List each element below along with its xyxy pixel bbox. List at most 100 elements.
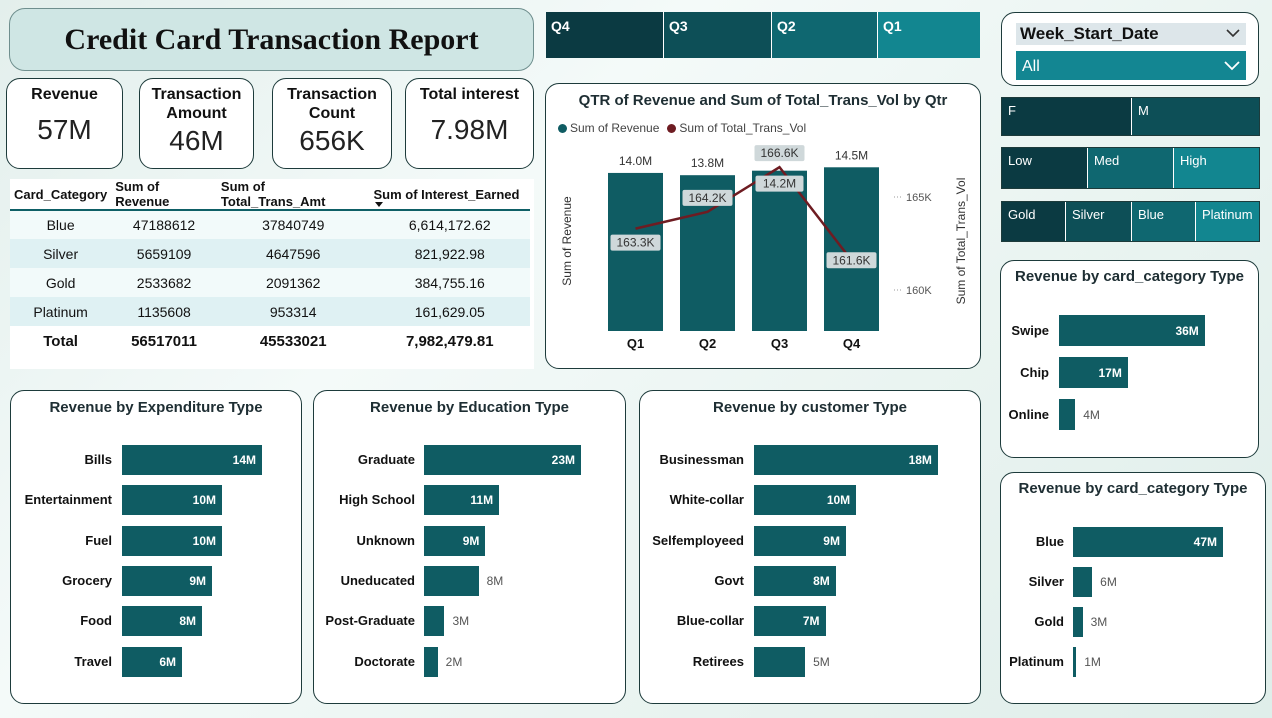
data-label: 17M bbox=[1098, 365, 1122, 380]
bar[interactable] bbox=[1059, 357, 1128, 388]
data-label: 47M bbox=[1193, 535, 1217, 549]
table-cell: 2091362 bbox=[216, 268, 370, 297]
revenue-data-label: 14.2M bbox=[763, 177, 796, 191]
quarter-option[interactable]: Q1 bbox=[878, 12, 980, 58]
data-label-box bbox=[826, 252, 877, 269]
data-label: 6M bbox=[1100, 575, 1117, 589]
bar[interactable] bbox=[754, 525, 846, 556]
income-option[interactable]: Low bbox=[1002, 148, 1088, 188]
data-label: 10M bbox=[192, 493, 216, 508]
data-label: 9M bbox=[462, 533, 480, 548]
bar[interactable] bbox=[122, 525, 222, 556]
gender-option[interactable]: F bbox=[1002, 98, 1132, 135]
bar[interactable] bbox=[122, 445, 262, 475]
trans-vol-data-label: 163.3K bbox=[616, 236, 654, 250]
legend-dot bbox=[558, 123, 567, 133]
table-cell: 4647596 bbox=[216, 239, 370, 268]
card-category-slicer: Gold Silver Blue Platinum bbox=[1001, 201, 1260, 242]
kpi-revenue[interactable]: Revenue 57M bbox=[6, 78, 123, 169]
table-cell: Platinum bbox=[10, 297, 112, 326]
hbar-plot: Swipe 36M Chip 17M Online 4M bbox=[1001, 261, 1258, 457]
column-header[interactable]: Card_Category bbox=[10, 179, 112, 211]
category-label: Blue bbox=[1035, 534, 1064, 549]
category-label: Fuel bbox=[85, 532, 112, 548]
legend-entry[interactable]: Sum of Revenue bbox=[570, 121, 660, 135]
chevron-down-icon[interactable] bbox=[1224, 60, 1240, 71]
data-label: 5M bbox=[813, 654, 830, 669]
revenue-bar[interactable] bbox=[824, 167, 879, 331]
gender-option[interactable]: M bbox=[1132, 98, 1259, 135]
column-header[interactable]: Sum of Total_Trans_Amt bbox=[216, 179, 370, 211]
date-slicer-header[interactable]: Week_Start_Date bbox=[1016, 23, 1246, 45]
gender-slicer: F M bbox=[1001, 97, 1260, 136]
table-row[interactable]: Blue 47188612 37840749 6,614,172.62 bbox=[10, 210, 530, 239]
income-option[interactable]: Med bbox=[1088, 148, 1174, 188]
bar[interactable] bbox=[122, 485, 222, 516]
bar[interactable] bbox=[122, 646, 182, 677]
category-option[interactable]: Platinum bbox=[1196, 202, 1259, 241]
quarter-combo-chart: QTR of Revenue and Sum of Total_Trans_Vo… bbox=[545, 83, 981, 369]
trans-vol-line bbox=[635, 165, 853, 262]
category-option[interactable]: Blue bbox=[1132, 202, 1196, 241]
table-row[interactable]: Gold 2533682 2091362 384,755.16 bbox=[10, 268, 530, 297]
revenue-bar[interactable] bbox=[752, 170, 807, 331]
table-cell: 821,922.98 bbox=[369, 239, 530, 268]
data-label: 23M bbox=[551, 453, 575, 467]
x-tick-label: Q3 bbox=[771, 336, 788, 351]
income-option[interactable]: High bbox=[1174, 148, 1259, 188]
table-row[interactable]: Platinum 1135608 953314 161,629.05 bbox=[10, 297, 530, 326]
category-label: Businessman bbox=[659, 452, 744, 467]
x-tick-label: Q4 bbox=[843, 336, 861, 351]
table-total-cell: 7,982,479.81 bbox=[369, 326, 530, 356]
bar[interactable] bbox=[754, 485, 857, 516]
kpi-total-interest[interactable]: Total interest 7.98M bbox=[405, 78, 534, 169]
bar[interactable] bbox=[754, 646, 806, 677]
bar[interactable] bbox=[1073, 527, 1223, 557]
category-option[interactable]: Gold bbox=[1002, 202, 1066, 241]
bar[interactable] bbox=[754, 606, 826, 637]
kpi-transaction-amount[interactable]: Transaction Amount 46M bbox=[139, 78, 254, 169]
chevron-down-icon[interactable] bbox=[1226, 28, 1240, 38]
column-header[interactable]: Sum of Interest_Earned bbox=[369, 179, 530, 211]
quarter-option[interactable]: Q2 bbox=[772, 12, 878, 58]
bar[interactable] bbox=[1073, 647, 1077, 677]
bar[interactable] bbox=[424, 606, 445, 637]
report-title: Credit Card Transaction Report bbox=[64, 22, 479, 56]
bar[interactable] bbox=[424, 445, 581, 475]
revenue-bar[interactable] bbox=[608, 172, 663, 331]
bar[interactable] bbox=[754, 445, 938, 475]
table-cell: 384,755.16 bbox=[369, 268, 530, 297]
category-label: Chip bbox=[1020, 364, 1049, 380]
bar[interactable] bbox=[424, 646, 438, 677]
data-label: 8M bbox=[813, 573, 830, 588]
category-option[interactable]: Silver bbox=[1066, 202, 1132, 241]
bar[interactable] bbox=[1073, 567, 1093, 597]
date-slicer-dropdown[interactable]: All bbox=[1016, 51, 1246, 80]
category-label: Doctorate bbox=[354, 653, 415, 669]
customer-type-chart: Revenue by customer Type Businessman 18M W… bbox=[639, 390, 981, 704]
quarter-option[interactable]: Q4 bbox=[546, 12, 664, 58]
table-cell: 2533682 bbox=[111, 268, 217, 297]
table-row[interactable]: Silver 5659109 4647596 821,922.98 bbox=[10, 239, 530, 268]
bar[interactable] bbox=[424, 525, 486, 556]
sort-descending-icon[interactable] bbox=[375, 202, 383, 207]
revenue-data-label: 14.0M bbox=[619, 154, 652, 168]
table-header-row: Card_Category Sum of Revenue Sum of Tota… bbox=[10, 179, 530, 211]
bar[interactable] bbox=[754, 565, 836, 596]
quarter-option[interactable]: Q3 bbox=[664, 12, 772, 58]
bar[interactable] bbox=[122, 606, 202, 637]
category-label: Govt bbox=[714, 572, 744, 588]
bar[interactable] bbox=[1059, 399, 1076, 430]
kpi-transaction-count[interactable]: Transaction Count 656K bbox=[272, 78, 392, 169]
bar[interactable] bbox=[1059, 315, 1205, 346]
data-label: 10M bbox=[826, 493, 851, 508]
bar[interactable] bbox=[122, 565, 212, 596]
bar[interactable] bbox=[424, 565, 479, 596]
income-slicer: Low Med High bbox=[1001, 147, 1260, 189]
bar[interactable] bbox=[1073, 607, 1083, 637]
table-cell: 953314 bbox=[216, 297, 370, 326]
legend-entry[interactable]: Sum of Total_Trans_Vol bbox=[679, 121, 807, 135]
column-header[interactable]: Sum of Revenue bbox=[111, 179, 217, 211]
bar[interactable] bbox=[424, 485, 500, 516]
expenditure-type-chart: Revenue by Expenditure Type Bills 14M Ente… bbox=[10, 390, 302, 704]
